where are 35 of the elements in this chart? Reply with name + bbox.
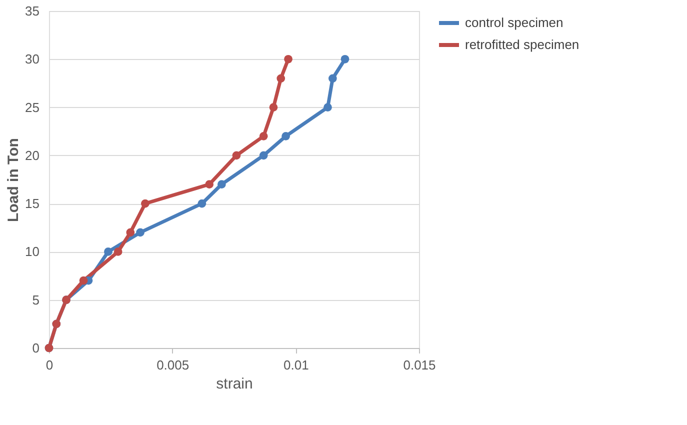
point (269, 103, 278, 112)
y-axis-title: Load in Ton (5, 138, 22, 222)
y-tick-label: 30 (25, 52, 40, 67)
y-tick-label: 20 (25, 148, 40, 163)
point (205, 180, 214, 188)
point (126, 228, 135, 237)
y-tick-label: 5 (32, 292, 40, 308)
y-tick-label: 10 (25, 244, 40, 260)
legend-label: control specimen (465, 15, 564, 30)
point (324, 103, 332, 112)
x-tick-label: 0.01 (284, 358, 309, 372)
x-tick-label: 0 (46, 358, 54, 372)
x-axis-title: strain (216, 376, 253, 392)
point (198, 199, 206, 208)
point (259, 132, 268, 140)
y-tick-label: 35 (25, 4, 40, 18)
y-tick-label: 0 (32, 340, 40, 356)
point (284, 54, 292, 64)
point (232, 151, 241, 160)
point (136, 228, 144, 237)
point (114, 248, 122, 256)
point (276, 74, 286, 83)
y-tick-label: 25 (25, 100, 40, 115)
point (79, 276, 88, 285)
point (141, 199, 150, 208)
x-tick-label: 0.015 (403, 358, 436, 372)
y-tick-label: 15 (25, 196, 40, 212)
point (104, 248, 112, 256)
point (328, 74, 337, 83)
point (282, 132, 290, 140)
legend-label: retrofitted specimen (465, 37, 580, 52)
point (259, 151, 268, 160)
x-tick-label: 0.005 (156, 358, 190, 372)
point (217, 180, 226, 188)
point (340, 54, 350, 64)
